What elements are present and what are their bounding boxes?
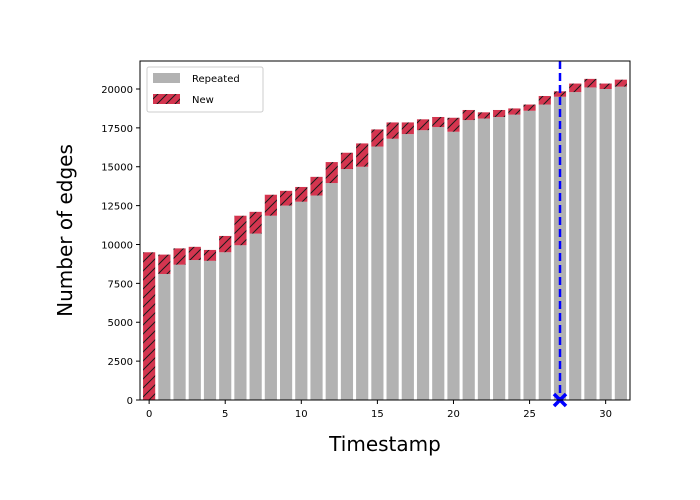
bar-new bbox=[203, 249, 217, 261]
bar-new bbox=[614, 79, 627, 87]
bar-new bbox=[508, 108, 521, 115]
bar-new bbox=[340, 152, 354, 170]
bar-repeated bbox=[584, 87, 597, 400]
x-tick-label: 30 bbox=[599, 409, 612, 420]
bar-repeated bbox=[371, 146, 384, 400]
bar-repeated bbox=[493, 116, 506, 400]
bar-new bbox=[553, 91, 567, 97]
bar-new bbox=[599, 83, 612, 89]
bar-repeated bbox=[523, 110, 536, 400]
bar-new bbox=[280, 190, 293, 206]
bar-repeated bbox=[462, 120, 475, 401]
bar-repeated bbox=[188, 260, 201, 400]
legend-label-new: New bbox=[192, 95, 214, 106]
bar-new bbox=[447, 117, 460, 132]
x-tick-label: 5 bbox=[222, 409, 228, 420]
y-axis-title: Number of edges bbox=[53, 144, 77, 317]
bar-repeated bbox=[280, 205, 293, 400]
bar-repeated bbox=[447, 131, 460, 401]
bar-repeated bbox=[340, 169, 354, 400]
bar-repeated bbox=[569, 92, 582, 400]
bar-repeated bbox=[477, 118, 490, 401]
bar-repeated bbox=[325, 183, 338, 400]
bar-repeated bbox=[295, 201, 308, 400]
y-tick-label: 20000 bbox=[101, 85, 133, 96]
bar-new bbox=[416, 119, 430, 131]
y-tick-label: 15000 bbox=[101, 163, 133, 174]
bar-repeated bbox=[538, 104, 551, 400]
bar-new bbox=[538, 95, 551, 105]
bar-new bbox=[371, 129, 384, 147]
bar-new bbox=[143, 252, 156, 400]
legend: Repeated New bbox=[146, 66, 264, 113]
bar-new bbox=[569, 83, 582, 93]
ticks-layer: 0 5 10 15 20 25 30 0 2500 5000 7500 10000 12500 15000… bbox=[101, 85, 612, 420]
bar-repeated bbox=[264, 215, 277, 400]
y-tick-label: 0 bbox=[127, 396, 133, 407]
bar-new bbox=[325, 162, 338, 184]
bar-repeated bbox=[386, 138, 399, 400]
bar-new bbox=[173, 248, 186, 265]
y-tick-label: 10000 bbox=[101, 240, 133, 251]
x-tick-label: 15 bbox=[371, 409, 384, 420]
bar-repeated bbox=[219, 252, 232, 400]
bar-new bbox=[356, 143, 369, 167]
bar-repeated bbox=[432, 127, 445, 400]
plot-frame bbox=[139, 60, 631, 401]
legend-swatch-new bbox=[153, 94, 180, 104]
bar-new bbox=[188, 246, 201, 261]
bar-repeated bbox=[173, 264, 186, 400]
bar-new bbox=[386, 122, 399, 139]
x-tick-label: 10 bbox=[295, 409, 308, 420]
bar-new bbox=[234, 215, 247, 246]
y-tick-label: 7500 bbox=[108, 279, 133, 290]
bar-new bbox=[158, 254, 171, 275]
x-tick-label: 25 bbox=[523, 409, 536, 420]
y-tick-label: 17500 bbox=[101, 124, 133, 135]
bar-repeated bbox=[249, 233, 262, 400]
bar-new bbox=[462, 109, 475, 121]
y-tick-label: 12500 bbox=[101, 202, 133, 213]
bar-new bbox=[310, 176, 323, 196]
bar-new bbox=[523, 104, 536, 111]
bar-repeated bbox=[158, 274, 171, 400]
bar-repeated bbox=[356, 166, 369, 400]
y-tick-label: 2500 bbox=[108, 357, 133, 368]
legend-swatch-repeated bbox=[153, 73, 180, 83]
y-tick-label: 5000 bbox=[108, 318, 133, 329]
bar-new bbox=[493, 109, 506, 117]
x-tick-label: 20 bbox=[447, 409, 460, 420]
bar-new bbox=[219, 235, 232, 253]
bar-repeated bbox=[401, 134, 414, 400]
legend-label-repeated: Repeated bbox=[192, 74, 240, 85]
bar-repeated bbox=[310, 195, 323, 400]
bar-new bbox=[584, 78, 597, 88]
bar-new bbox=[249, 211, 262, 234]
bar-repeated bbox=[203, 260, 217, 400]
x-tick-label: 0 bbox=[146, 409, 152, 420]
bar-new bbox=[477, 112, 490, 119]
bar-new bbox=[432, 116, 445, 128]
bar-new bbox=[295, 186, 308, 202]
bar-repeated bbox=[614, 86, 627, 400]
bar-repeated bbox=[416, 130, 430, 401]
bar-new bbox=[401, 122, 414, 135]
bars-layer bbox=[143, 78, 627, 401]
bar-repeated bbox=[599, 88, 612, 401]
bar-new bbox=[264, 194, 277, 216]
bar-repeated bbox=[508, 114, 521, 401]
x-axis-title: Timestamp bbox=[328, 432, 441, 456]
bar-repeated bbox=[234, 245, 247, 400]
